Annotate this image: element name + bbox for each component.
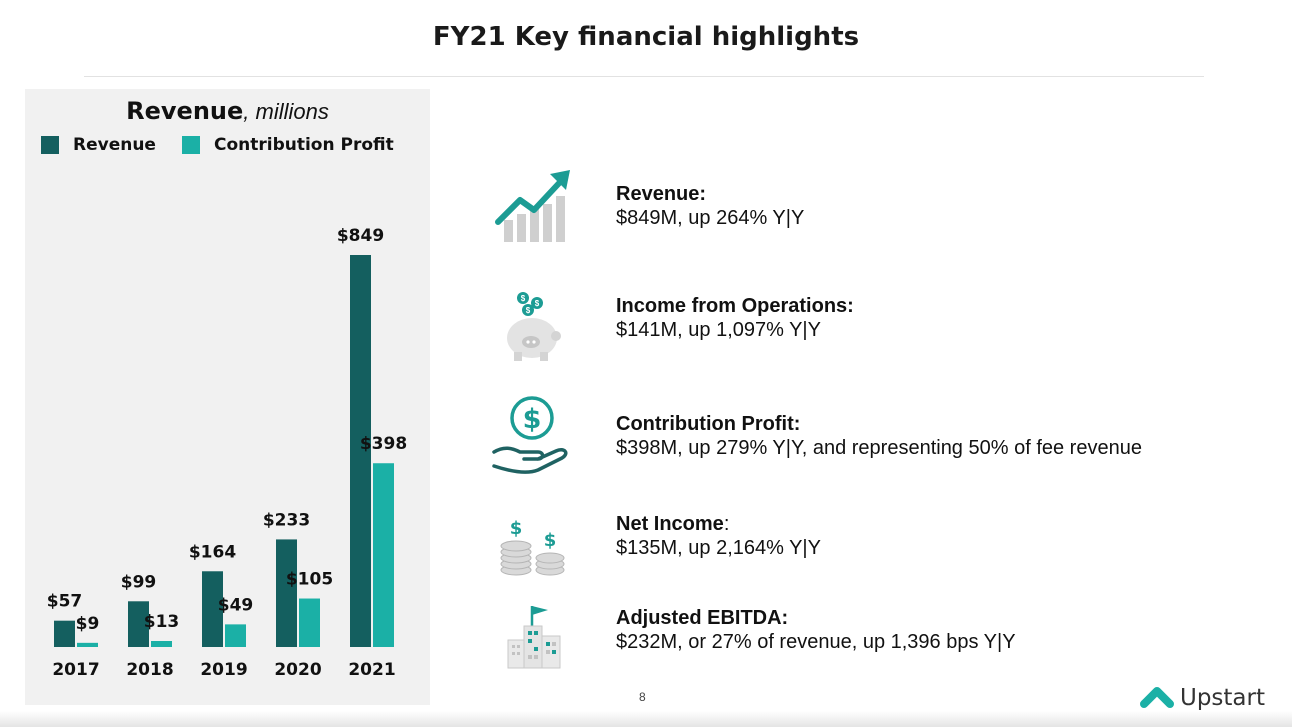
- legend-label-contribution-profit: Contribution Profit: [213, 135, 394, 155]
- revenue-chart: $57$9 2017 $99 $13 2018 $164 $49 2019 $233 $105 20…: [47, 226, 407, 680]
- highlight-value: $849M, up 264% Y|Y: [616, 207, 805, 229]
- x-tick-label-2019: 2019: [200, 660, 247, 680]
- highlight-income-from-operations: $ $ $ Income from Operations: $141M, up …: [490, 272, 1250, 362]
- data-label-revenue-2020: $233: [263, 510, 310, 530]
- highlight-net-income-text: Net Income: $135M, up 2,164% Y|Y: [616, 512, 821, 560]
- upstart-logo-icon: [1140, 687, 1174, 708]
- bottom-shadow: [0, 711, 1292, 727]
- highlight-net-income: $ $ Net Income: $135M, up 2,164% Y|Y: [490, 490, 1250, 580]
- page-title: FY21 Key financial highlights: [432, 22, 860, 52]
- bar-revenue-2021: [350, 255, 371, 647]
- highlight-label: Adjusted EBITDA:: [616, 607, 789, 629]
- bar-revenue-2019: [202, 571, 223, 647]
- highlight-value: $398M, up 279% Y|Y, and representing 50%…: [616, 437, 1142, 459]
- legend-item-revenue: Revenue: [41, 135, 156, 155]
- highlight-label: Revenue:: [616, 183, 707, 205]
- bar-contribution-profit-2017: [77, 642, 98, 647]
- chart-legend: Revenue Contribution Profit: [41, 135, 420, 155]
- upstart-logo: Upstart: [1140, 684, 1265, 712]
- chart-title-unit: , millions: [243, 99, 329, 124]
- chart-title-main: Revenue: [126, 97, 244, 125]
- bar-contribution-profit-2020: [299, 598, 320, 647]
- data-label-revenue-2017: $57: [47, 592, 83, 612]
- data-label-revenue-2019: $164: [189, 542, 236, 562]
- highlight-label: Net Income: [616, 513, 724, 535]
- highlight-label-row: Net Income:: [616, 512, 821, 536]
- piggy-bank-icon: $ $ $: [507, 292, 561, 361]
- highlight-value: $135M, up 2,164% Y|Y: [616, 537, 821, 559]
- legend-swatch-revenue: [41, 136, 59, 154]
- bar-contribution-profit-2018: [151, 640, 172, 647]
- x-tick-label-2020: 2020: [274, 660, 321, 680]
- highlight-label-suffix: :: [723, 513, 730, 535]
- legend-item-contribution-profit: Contribution Profit: [181, 135, 394, 155]
- data-label-contribution-profit-2018: $13: [144, 612, 180, 632]
- bar-revenue-2018: [128, 601, 149, 647]
- highlight-value: $232M, or 27% of revenue, up 1,396 bps Y…: [616, 631, 1016, 653]
- highlight-value: $141M, up 1,097% Y|Y: [616, 319, 821, 341]
- svg-text:$: $: [535, 299, 540, 308]
- bar-contribution-profit-2021: [373, 463, 394, 647]
- legend-label-revenue: Revenue: [73, 135, 156, 155]
- page-number: 8: [639, 690, 646, 704]
- data-label-contribution-profit-2019: $49: [218, 595, 254, 615]
- highlight-label: Contribution Profit:: [616, 413, 801, 435]
- coin-stacks-icon: $ $: [500, 518, 565, 576]
- highlight-ebitda-text: Adjusted EBITDA: $232M, or 27% of revenu…: [616, 606, 1016, 654]
- highlight-revenue-text: Revenue: $849M, up 264% Y|Y: [616, 182, 804, 230]
- data-label-contribution-profit-2021: $398: [360, 434, 407, 454]
- highlight-adjusted-ebitda: Adjusted EBITDA: $232M, or 27% of revenu…: [490, 584, 1250, 674]
- bar-contribution-profit-2019: [225, 624, 246, 647]
- revenue-chart-panel: $57 $9 2017 $99 $13 2018 $164 $49 2019 $233 $105 20…: [25, 89, 430, 705]
- growth-chart-icon: [495, 170, 570, 242]
- highlight-contribution-text: Contribution Profit: $398M, up 279% Y|Y,…: [616, 412, 1142, 460]
- chart-title: Revenue, millions: [25, 97, 430, 125]
- x-tick-label-2018: 2018: [126, 660, 173, 680]
- highlight-contribution-profit: $ Contribution Profit: $398M, up 279% Y|…: [490, 390, 1250, 480]
- x-tick-label-2017: 2017: [52, 660, 99, 680]
- data-label-revenue-2018: $99: [121, 572, 157, 592]
- bar-revenue-2020: [276, 539, 297, 647]
- hand-dollar-icon: $: [492, 396, 568, 474]
- svg-text:$: $: [510, 518, 523, 539]
- legend-swatch-contribution-profit: [181, 136, 200, 154]
- svg-text:$: $: [521, 294, 526, 303]
- bar-revenue-2017: [54, 620, 75, 647]
- highlight-label: Income from Operations:: [616, 295, 854, 317]
- data-label-contribution-profit-2017: $9: [76, 614, 100, 634]
- data-label-contribution-profit-2020: $105: [286, 570, 333, 590]
- highlight-revenue: Revenue: $849M, up 264% Y|Y: [490, 160, 1250, 250]
- svg-text:$: $: [544, 530, 557, 551]
- buildings-flag-icon: [507, 606, 561, 669]
- svg-text:$: $: [526, 306, 531, 315]
- x-tick-label-2021: 2021: [348, 660, 395, 680]
- highlight-income-text: Income from Operations: $141M, up 1,097%…: [616, 294, 854, 342]
- title-divider: [84, 76, 1204, 77]
- brand-name: Upstart: [1180, 685, 1266, 711]
- svg-text:$: $: [523, 404, 542, 435]
- data-label-revenue-2021: $849: [337, 226, 384, 246]
